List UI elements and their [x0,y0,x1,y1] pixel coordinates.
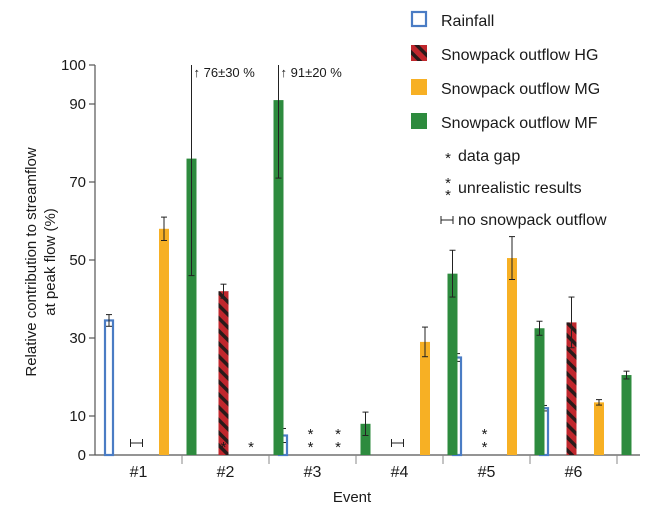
x-tick-label: #1 [130,464,148,481]
y-tick-label: 30 [69,330,86,347]
y-tick-label: 0 [78,447,86,464]
legend: Rainfall Snowpack outflow HG Snowpack outf… [410,10,607,229]
bar [594,402,604,455]
bar [507,258,517,455]
legend-swatch [410,10,428,28]
bar [159,228,169,455]
data-gap-marker: * [248,439,254,456]
legend-label: data gap [458,148,520,165]
y-tick-label: 90 [69,96,86,113]
legend-label: Snowpack outflow MF [441,115,598,132]
unrealistic-marker: * [482,439,488,456]
legend-label: Rainfall [441,13,494,30]
unrealistic-marker: * [335,426,341,443]
error-annotation: ↑ 76±30 % [194,65,256,80]
bar [218,291,229,455]
bars [103,65,632,457]
legend-label: Snowpack outflow HG [441,47,598,64]
y-tick-label: 100 [61,57,86,74]
legend-symbol: * [445,150,451,167]
bar [566,322,577,455]
x-axis-title: Event [333,489,372,506]
x-tick-label: #4 [391,464,409,481]
legend-swatch [411,45,427,61]
bar [447,273,458,455]
y-tick-label: 50 [69,252,86,269]
unrealistic-marker: * [482,426,488,443]
data-gap-marker: * [221,439,227,456]
bar [186,158,197,455]
bar [273,100,284,455]
bar [534,328,545,455]
x-tick-label: #6 [565,464,583,481]
y-axis-title-line: Relative contribution to streamflow [23,147,40,376]
legend-label: unrealistic results [458,180,582,197]
x-tick-label: #5 [478,464,496,481]
bar [360,423,371,455]
y-tick-label: 70 [69,174,86,191]
x-tick-label: #2 [217,464,235,481]
error-annotation: ↑ 91±20 % [281,65,343,80]
unrealistic-marker: * [308,439,314,456]
legend-swatch [411,79,427,95]
bar [621,375,632,455]
legend-label: Snowpack outflow MG [441,81,600,98]
legend-symbol: * [445,175,451,192]
unrealistic-marker: * [308,426,314,443]
legend-label: no snowpack outflow [458,212,607,229]
legend-swatch [411,113,427,129]
markers: ******** [130,426,488,456]
axes: 0 10 30 50 70 90 100 #1 #2 #3 #4 #5 #6 Event Relative … [23,57,640,506]
bar [420,341,430,455]
y-axis-title: Relative contribution to streamflow at pe… [23,147,59,376]
y-tick-label: 10 [69,408,86,425]
y-axis-title-line: at peak flow (%) [42,208,59,316]
bar [103,319,115,457]
unrealistic-marker: * [335,439,341,456]
annotations: ↑ 76±30 % ↑ 91±20 % [194,65,343,80]
legend-symbol: * [445,187,451,204]
x-tick-label: #3 [304,464,322,481]
